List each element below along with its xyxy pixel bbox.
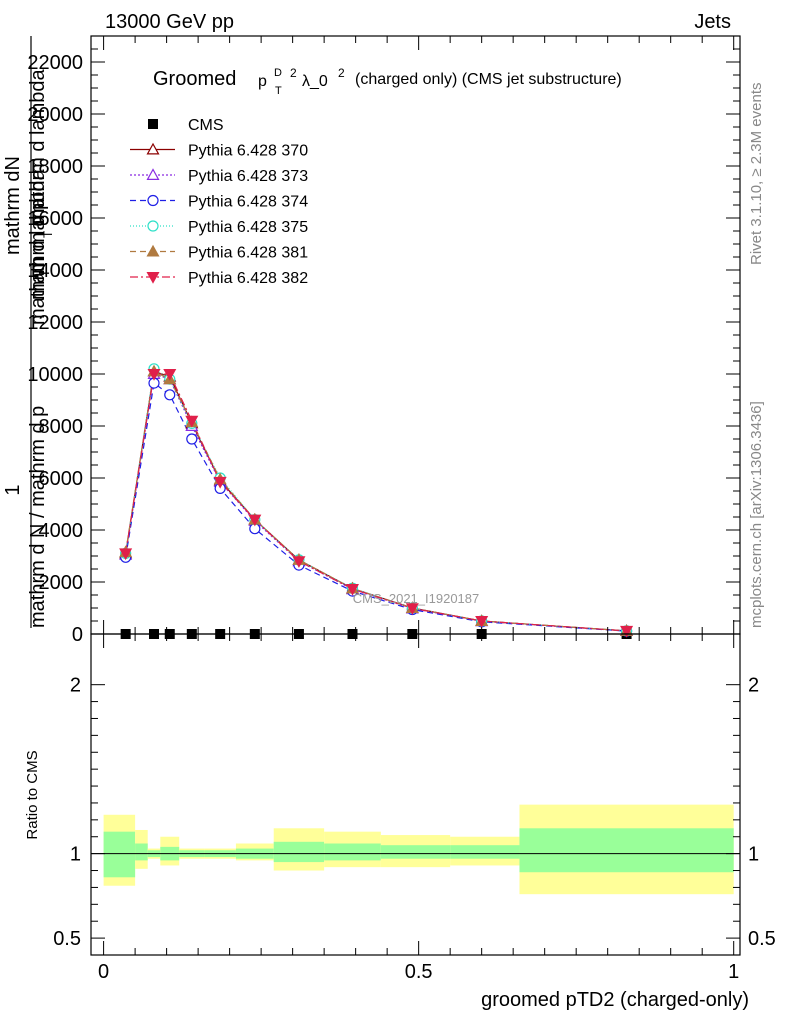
legend-label-cms: CMS [188,117,224,134]
y-tick-label-ratio-right: 1 [748,844,759,866]
y-axis-label-ratio: Ratio to CMS [24,750,41,839]
legend-marker-p382 [146,272,160,284]
plot-title: Groomed p D T 2 λ_0 2 (charged only) (CM… [153,66,622,97]
y-tick-label-main: 0 [72,624,83,646]
title-sub-t: T [275,85,282,97]
ratio-band-inner [380,845,451,859]
y-tick-label-ratio-right: 0.5 [748,928,776,950]
x-tick-label: 0.5 [405,961,433,983]
legend-label-p375: Pythia 6.428 375 [188,219,308,236]
y-tick-label-main: 18000 [27,156,83,178]
title-lambda: λ_0 [302,73,328,90]
y-tick-label-main: 22000 [27,52,83,74]
legend-label-p374: Pythia 6.428 374 [188,194,308,211]
data-point-p374 [186,433,198,445]
legend-label-p382: Pythia 6.428 382 [188,270,308,287]
ratio-band-inner [103,831,136,878]
legend-marker-p374 [147,194,159,207]
y-tick-label-main: 16000 [27,208,83,230]
ratio-band-inner [273,841,325,863]
data-point-p382 [185,415,199,428]
legend-marker-p375 [147,220,159,232]
legend-marker-p370 [146,142,160,155]
legend: CMS Pythia 6.428 370 Pythia 6.428 373 Pythi… [130,117,308,287]
y-tick-label-main: 2000 [39,572,84,594]
legend-marker-p373 [146,168,160,180]
ratio-band-inner [519,828,734,873]
ratio-panel: 0 0.5 1 0.5 0.5 1 1 2 2 [53,633,776,983]
ylabel-den2b: mathrm d lambda [27,69,49,225]
ylabel-den: mathrm d N / mathrm d p [27,406,49,628]
data-point-p382 [620,625,634,638]
ylabel-den2-sub: T [41,230,55,238]
data-point-p382 [292,556,306,568]
ratio-frame [90,633,741,956]
legend-marker-cms [148,119,158,129]
header-right: Jets [694,11,731,33]
data-point-p382 [163,369,177,381]
y-tick-label-main: 14000 [27,260,83,282]
title-exp-b: 2 [338,66,345,80]
ylabel-one: 1 [2,484,24,495]
x-tick-label: 0 [98,961,109,983]
ylabel-den2: mathrm d p [27,199,49,300]
y-tick-label-main: 8000 [39,416,84,438]
x-tick-label: 1 [728,961,739,983]
y-tick-label-main: 4000 [39,520,84,542]
legend-label-p381: Pythia 6.428 381 [188,245,308,262]
y-tick-label-main: 10000 [27,364,83,386]
ratio-band-inner [324,843,381,861]
data-point-p382 [213,476,227,489]
ylabel-num: mathrm dN [2,156,24,255]
y-tick-label-main: 20000 [27,104,83,126]
data-point-p382 [405,603,419,615]
data-point-p382 [475,615,489,628]
watermark: CMS_2021_I1920187 [353,591,480,606]
main-panel: 0 2000 4000 6000 8000 10000 12000 14000 16000 180… [27,35,741,646]
y-tick-label-ratio-left: 1 [70,844,81,866]
data-point-p382 [119,548,133,561]
data-point-p382 [147,369,161,381]
y-tick-label-main: 12000 [27,312,83,334]
y-tick-label-main: 6000 [39,468,84,490]
title-rest: (charged only) (CMS jet substructure) [355,71,622,88]
title-p: p [258,73,267,90]
title-prefix: Groomed [153,68,236,90]
y-axis-label-main: 1 mathrm dN mathrm d N / mathrm d p math… [2,36,55,628]
mcplots-label: mcplots.cern.ch [arXiv:1306.3436] [748,401,765,628]
data-point-p374 [164,389,176,401]
title-exp: 2 [290,66,297,80]
series-line-p382 [125,373,627,632]
ratio-band-inner [450,845,520,859]
y-tick-label-ratio-left: 0.5 [53,928,81,950]
y-tick-label-ratio-left: 2 [70,675,81,697]
legend-marker-p381 [146,244,160,257]
title-sup-d: D [274,67,282,79]
rivet-label: Rivet 3.1.10, ≥ 2.3M events [748,83,765,266]
ratio-band-inner [135,843,148,861]
legend-label-p373: Pythia 6.428 373 [188,168,308,185]
data-point-p382 [248,514,262,527]
ylabel-den-tail: mathrm d lambda [27,169,49,325]
y-tick-label-ratio-right: 2 [748,675,759,697]
legend-label-p370: Pythia 6.428 370 [188,143,308,160]
data-point-p382 [345,584,360,596]
x-axis-label: groomed pTD2 (charged-only) [481,989,749,1011]
header-left: 13000 GeV pp [105,11,234,33]
